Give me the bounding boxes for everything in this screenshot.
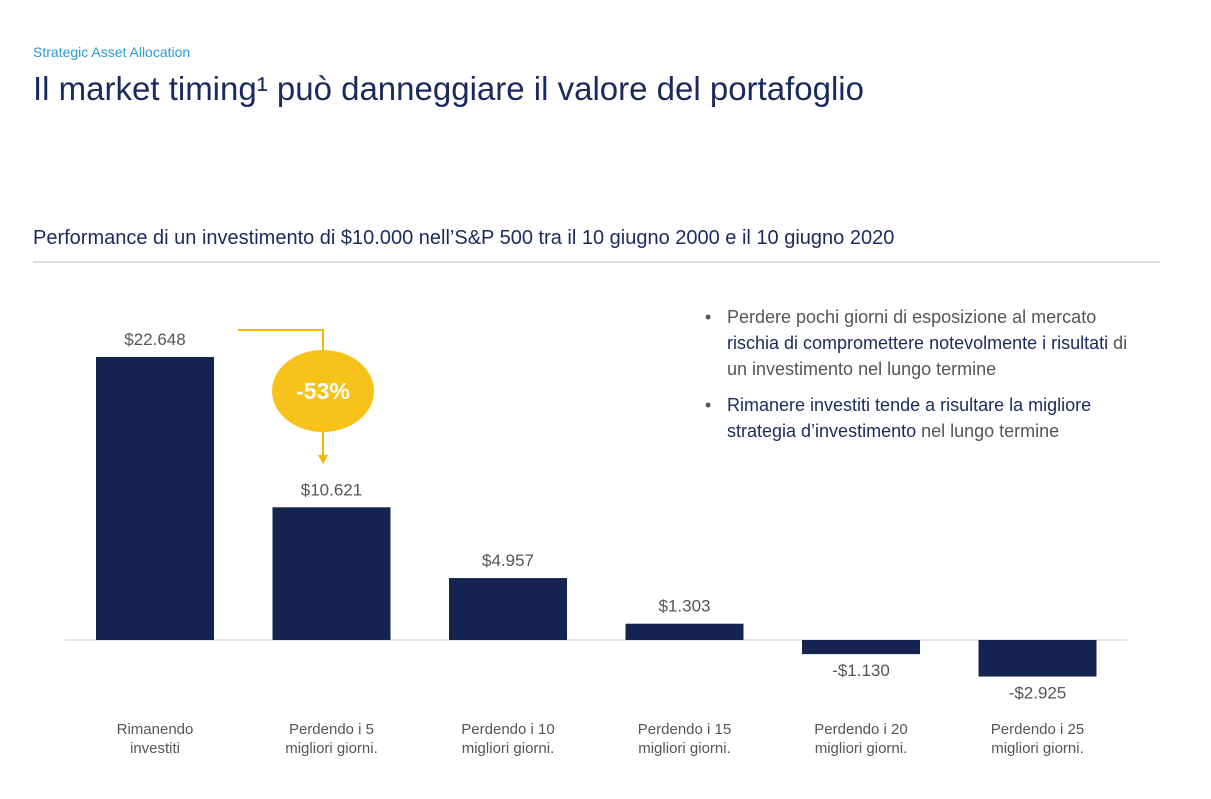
value-label: $10.621 [301,480,362,499]
bar [802,640,920,655]
value-label: -$1.130 [832,661,890,680]
slide-title: Il market timing¹ può danneggiare il val… [33,70,864,107]
bullet: Perdere pochi giorni di esposizione al m… [705,304,1150,382]
value-label: $1.303 [659,597,711,616]
x-tick-label: Perdendo i 5 migliori giorni. [285,721,378,757]
bar [272,507,391,640]
annotation-bubble [272,350,374,432]
x-tick-label: Perdendo i 25 migliori giorni. [990,721,1085,757]
x-tick-label: Perdendo i 20 migliori giorni. [814,721,908,757]
bullet-text: Rimanere investiti tende a risultare la … [727,395,1092,441]
section-label: Strategic Asset Allocation [33,44,191,60]
chart-title: Performance di un investimento di $10.00… [33,227,895,249]
bullet-list: Perdere pochi giorni di esposizione al m… [705,304,1150,454]
bullet: Rimanere investiti tende a risultare la … [705,392,1150,444]
x-tick-label: Perdendo i 15 migliori giorni. [637,721,732,757]
bar [96,357,214,640]
arrow-head [318,455,328,464]
x-tick-label: Rimanendo investiti [116,721,194,757]
value-label: -$2.925 [1009,684,1067,703]
bar [978,640,1097,677]
bullet-text: nel lungo termine [916,421,1060,441]
bar [449,578,567,640]
bullet-text: rischia di compromettere notevolmente i … [727,333,1109,353]
bullet-text: di un investimento nel lungo termine [727,333,1128,379]
value-label: $4.957 [482,551,534,570]
value-label: $22.648 [124,330,185,349]
annotation-text: -53% [296,378,350,404]
bullet-text: Perdere pochi giorni di esposizione al m… [727,307,1097,327]
bar [625,623,744,640]
x-tick-label: Perdendo i 10 migliori giorni. [461,721,555,757]
annotation-line [238,329,324,352]
